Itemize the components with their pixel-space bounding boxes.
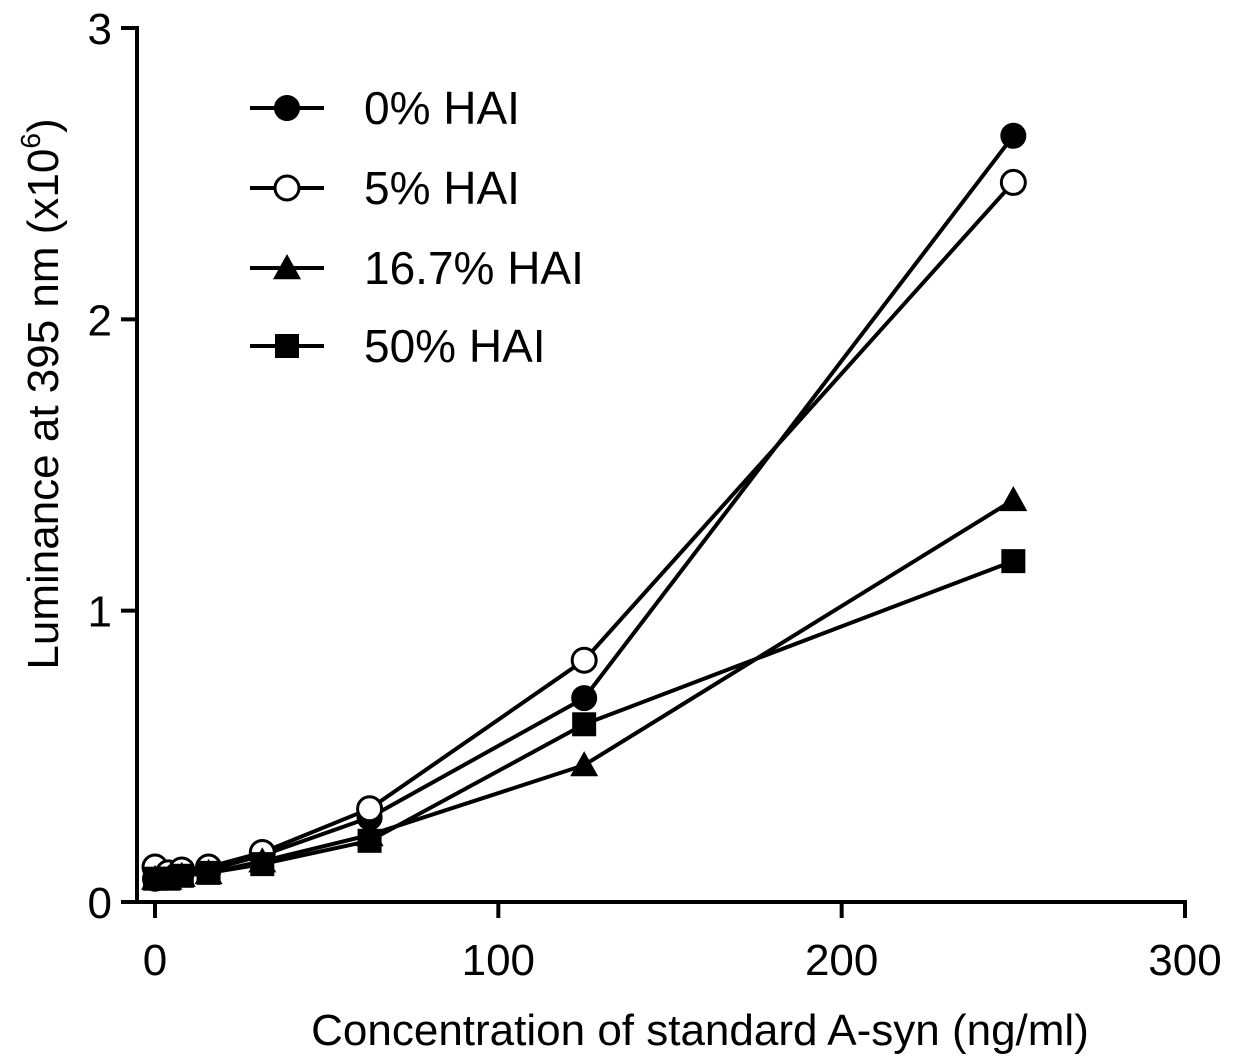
y-axis-title-main: Luminance at 395 nm (x10 xyxy=(19,149,68,670)
legend-label-1: 0% HAI xyxy=(364,82,520,134)
x-axis-title: Concentration of standard A-syn (ng/ml) xyxy=(311,1006,1089,1055)
legend-item-4: 50% HAI xyxy=(250,320,546,372)
legend-item-3: 16.7% HAI xyxy=(250,242,584,294)
series-3-point-8 xyxy=(999,485,1028,512)
x-tick-label-0: 0 xyxy=(143,936,167,985)
series-layer xyxy=(141,122,1028,892)
x-tick-label-300: 300 xyxy=(1148,936,1221,985)
series-4-point-4 xyxy=(196,860,221,885)
series-4-point-5 xyxy=(250,852,275,877)
series-1-point-8 xyxy=(1000,122,1027,149)
y-tick-label-1: 1 xyxy=(88,588,112,637)
series-2-point-8 xyxy=(999,168,1027,196)
y-axis-title-tail: ) xyxy=(19,118,68,133)
y-tick-label-3: 3 xyxy=(88,5,112,54)
axes: 0 100 200 300 0 1 2 3 xyxy=(88,5,1222,985)
series-4-point-7 xyxy=(572,712,597,737)
legend-label-4: 50% HAI xyxy=(364,320,546,372)
y-axis-title: Luminance at 395 nm (x106) xyxy=(15,118,68,669)
legend-marker-2 xyxy=(273,174,301,202)
legend-label-3: 16.7% HAI xyxy=(364,242,584,294)
legend-marker-3 xyxy=(273,254,301,280)
series-4 xyxy=(143,549,1026,891)
legend-marker-4 xyxy=(275,334,299,358)
legend-item-1: 0% HAI xyxy=(250,82,520,134)
legend-item-2: 5% HAI xyxy=(250,162,520,214)
legend-label-2: 5% HAI xyxy=(364,162,520,214)
y-axis-title-exponent: 6 xyxy=(15,133,46,149)
series-4-point-3 xyxy=(169,863,194,888)
series-4-point-6 xyxy=(357,828,382,853)
series-1-point-7 xyxy=(571,685,598,712)
series-2-point-6 xyxy=(356,795,384,823)
x-tick-label-200: 200 xyxy=(805,936,878,985)
y-tick-label-2: 2 xyxy=(88,296,112,345)
series-3-point-7 xyxy=(570,751,599,777)
series-4-point-8 xyxy=(1001,549,1026,574)
legend-marker-1 xyxy=(274,95,300,121)
legend: 0% HAI 5% HAI 16.7% HAI 50% HAI xyxy=(250,82,584,372)
x-tick-label-100: 100 xyxy=(462,936,535,985)
y-tick-label-0: 0 xyxy=(88,879,112,928)
series-2-point-7 xyxy=(570,646,598,674)
